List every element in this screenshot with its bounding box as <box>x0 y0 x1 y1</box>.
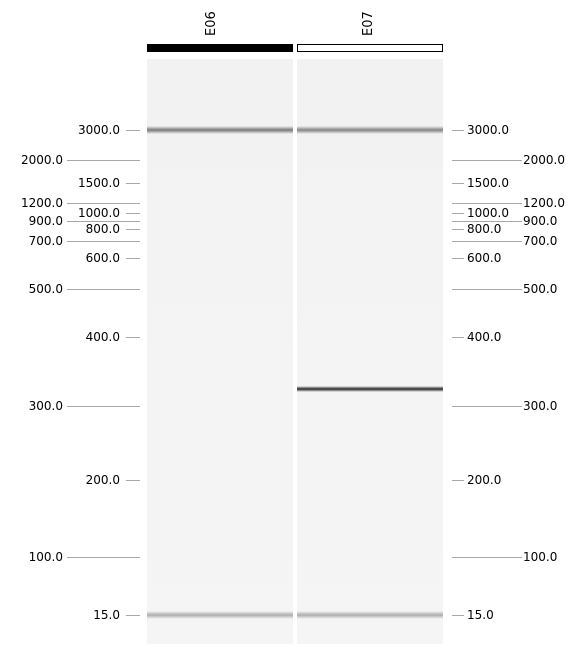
left-ladder-label-1200: 1200.0 <box>21 196 63 210</box>
left-ladder-label-1000: 1000.0 <box>78 206 120 220</box>
left-ladder-label-700: 700.0 <box>28 234 63 248</box>
band-e07-3000 <box>297 126 443 134</box>
left-ladder-tick-2000 <box>67 160 140 161</box>
left-ladder-tick-900 <box>67 221 140 222</box>
left-ladder-tick-700 <box>67 241 140 242</box>
left-ladder-tick-200 <box>126 480 140 481</box>
right-ladder-label-500: 500.0 <box>523 282 558 296</box>
left-ladder-label-600: 600.0 <box>85 251 120 265</box>
left-ladder-label-800: 800.0 <box>85 222 120 236</box>
right-ladder-label-900: 900.0 <box>523 214 558 228</box>
right-ladder-label-100: 100.0 <box>523 550 558 564</box>
left-ladder-label-400: 400.0 <box>85 330 120 344</box>
left-ladder-label-2000: 2000.0 <box>21 153 63 167</box>
right-ladder-label-700: 700.0 <box>523 234 558 248</box>
right-ladder-tick-15 <box>452 615 464 616</box>
right-ladder-tick-400 <box>452 337 464 338</box>
right-ladder-label-1000: 1000.0 <box>467 206 509 220</box>
left-ladder-label-3000: 3000.0 <box>78 123 120 137</box>
left-ladder-label-100: 100.0 <box>28 550 63 564</box>
right-ladder-tick-300 <box>452 406 522 407</box>
left-ladder-tick-1200 <box>67 203 140 204</box>
left-ladder-tick-400 <box>126 337 140 338</box>
lane-e06[interactable] <box>147 59 293 644</box>
lane-header-e06[interactable] <box>147 44 293 52</box>
right-ladder-tick-1000 <box>452 213 464 214</box>
right-ladder-label-15: 15.0 <box>467 608 494 622</box>
left-ladder-tick-15 <box>126 615 140 616</box>
right-ladder-tick-1200 <box>452 203 522 204</box>
right-ladder-label-300: 300.0 <box>523 399 558 413</box>
right-ladder-label-400: 400.0 <box>467 330 502 344</box>
left-ladder-label-300: 300.0 <box>28 399 63 413</box>
right-ladder-label-600: 600.0 <box>467 251 502 265</box>
left-ladder-tick-100 <box>67 557 140 558</box>
left-ladder-tick-1000 <box>126 213 140 214</box>
left-ladder-tick-300 <box>67 406 140 407</box>
right-ladder-label-1500: 1500.0 <box>467 176 509 190</box>
left-ladder-label-15: 15.0 <box>93 608 120 622</box>
right-ladder-tick-200 <box>452 480 464 481</box>
left-ladder-label-1500: 1500.0 <box>78 176 120 190</box>
lane-header-e07[interactable] <box>297 44 443 52</box>
left-ladder-label-900: 900.0 <box>28 214 63 228</box>
band-e06-3000 <box>147 126 293 134</box>
left-ladder-tick-1500 <box>126 183 140 184</box>
right-ladder-label-800: 800.0 <box>467 222 502 236</box>
left-ladder-tick-800 <box>126 229 140 230</box>
band-e06-15 <box>147 611 293 619</box>
band-e07-15 <box>297 611 443 619</box>
left-ladder-tick-500 <box>67 289 140 290</box>
right-ladder-tick-2000 <box>452 160 522 161</box>
right-ladder-tick-1500 <box>452 183 464 184</box>
right-ladder-label-3000: 3000.0 <box>467 123 509 137</box>
left-ladder-label-500: 500.0 <box>28 282 63 296</box>
right-ladder-tick-900 <box>452 221 522 222</box>
right-ladder-tick-500 <box>452 289 522 290</box>
right-ladder-tick-800 <box>452 229 464 230</box>
band-e07-325 <box>297 385 443 392</box>
left-ladder-tick-600 <box>126 258 140 259</box>
right-ladder-tick-700 <box>452 241 522 242</box>
right-ladder-tick-100 <box>452 557 522 558</box>
right-ladder-label-200: 200.0 <box>467 473 502 487</box>
left-ladder-tick-3000 <box>126 130 140 131</box>
right-ladder-label-2000: 2000.0 <box>523 153 565 167</box>
right-ladder-tick-600 <box>452 258 464 259</box>
right-ladder-tick-3000 <box>452 130 464 131</box>
lane-e07[interactable] <box>297 59 443 644</box>
left-ladder-label-200: 200.0 <box>85 473 120 487</box>
right-ladder-label-1200: 1200.0 <box>523 196 565 210</box>
